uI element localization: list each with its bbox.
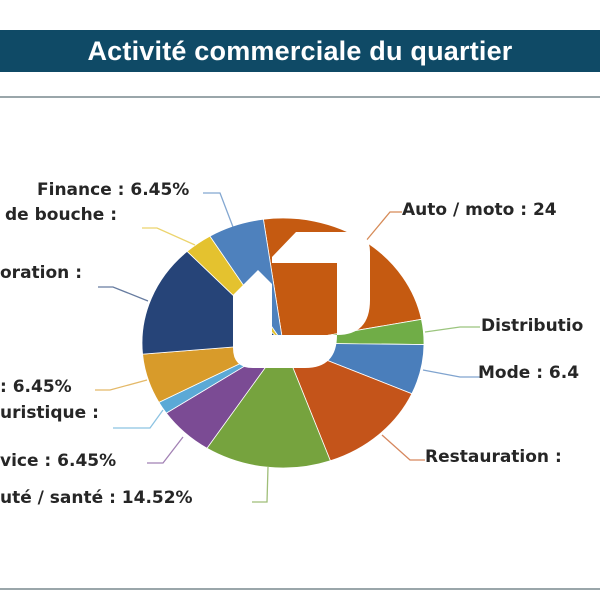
chart-title: Activité commerciale du quartier: [87, 35, 513, 66]
label-auto-moto: Auto / moto : 24: [402, 200, 557, 220]
title-bar: Activité commerciale du quartier: [0, 30, 600, 72]
label-bouche: de bouche :: [5, 205, 117, 225]
leader-line: [424, 326, 480, 333]
leader-line: [142, 227, 196, 246]
label-touristique: uristique :: [0, 403, 99, 423]
leader-line: [422, 369, 480, 378]
pie-slice: [206, 342, 331, 469]
pie-slice: [282, 342, 413, 462]
leader-line: [381, 434, 425, 461]
label-decoration: oration :: [0, 263, 82, 283]
leader-line: [147, 436, 184, 464]
leader-line: [364, 211, 402, 243]
label-beaute-sante: uté / santé : 14.52%: [0, 488, 193, 508]
leader-line: [98, 286, 149, 302]
leader-line: [95, 379, 148, 391]
logo-part: [272, 232, 370, 335]
divider-bottom: [0, 588, 600, 590]
leader-line: [252, 466, 269, 503]
label-mode: Mode : 6.4: [478, 363, 580, 383]
watermark-logo-icon: [233, 232, 370, 368]
leader-line: [203, 192, 234, 228]
label-service: vice : 6.45%: [0, 451, 117, 471]
divider-top: [0, 96, 600, 98]
leader-line: [113, 409, 164, 429]
logo-part: [233, 270, 337, 368]
label-gold-slice: : 6.45%: [0, 377, 72, 397]
label-finance: Finance : 6.45%: [37, 180, 190, 200]
label-distribution: Distributio: [481, 316, 584, 336]
label-restauration: Restauration :: [425, 447, 562, 467]
